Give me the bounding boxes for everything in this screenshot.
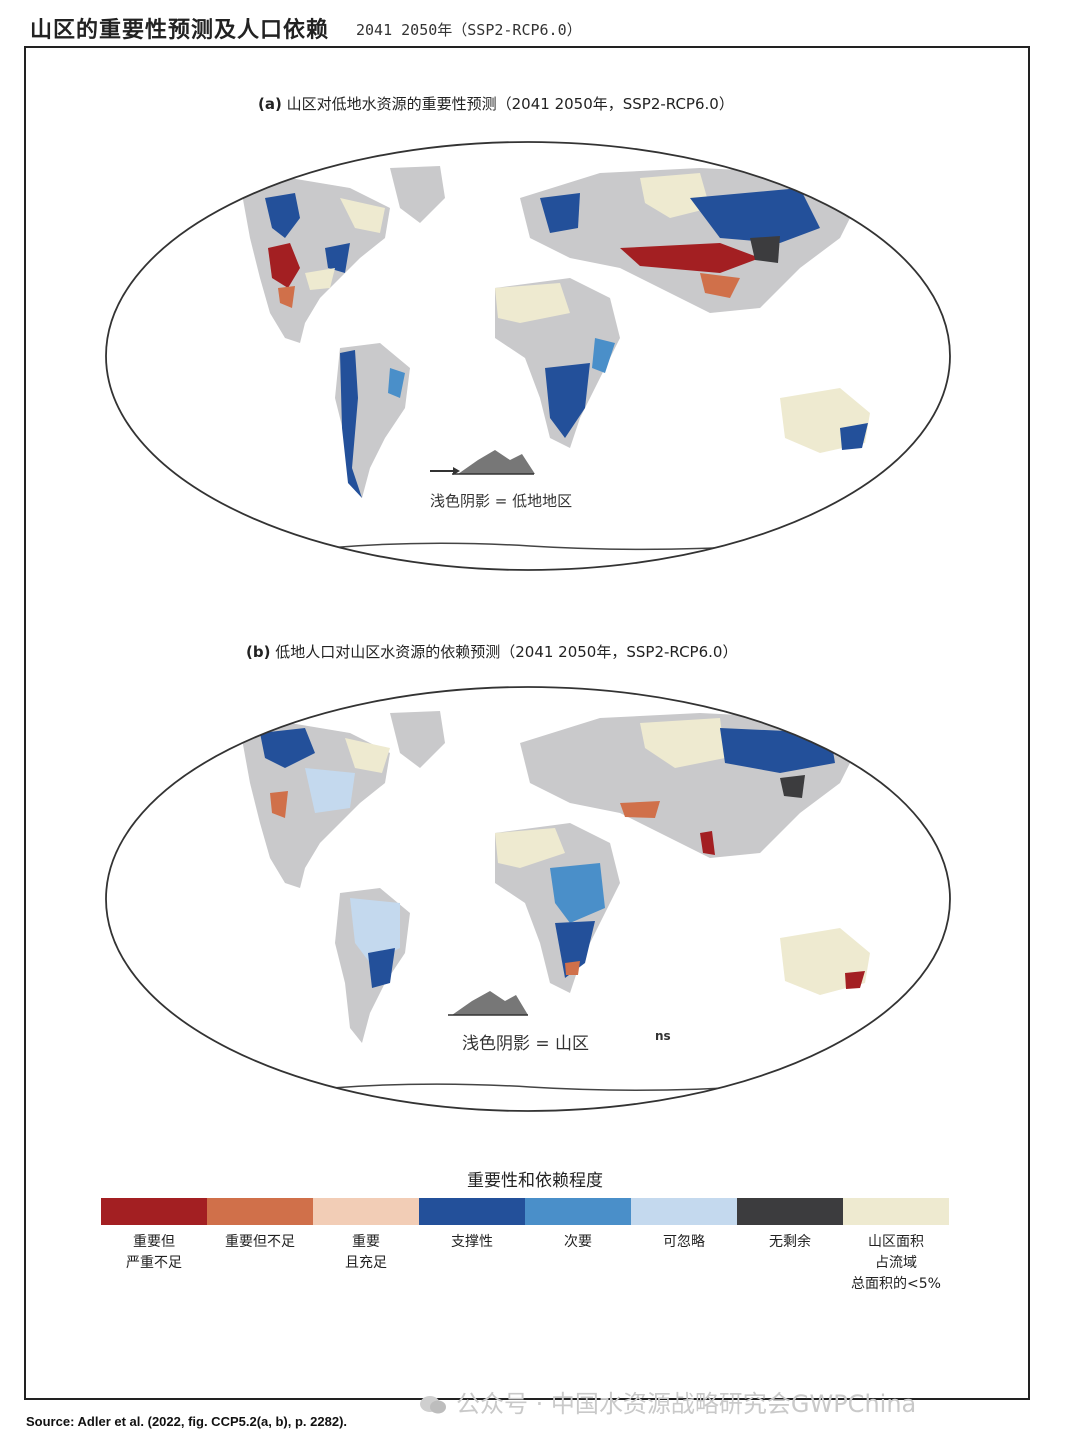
map-a-inset-note: 浅色阴影 = 低地地区 xyxy=(430,492,573,510)
map-b-stray-text: ns xyxy=(655,1029,671,1043)
legend-label-line: 次要 xyxy=(564,1234,592,1250)
legend-label-line: 山区面积 xyxy=(868,1234,924,1250)
legend-label: 可忽略 xyxy=(631,1232,737,1253)
legend-swatch xyxy=(419,1198,525,1225)
legend-label: 山区面积占流域总面积的<5% xyxy=(843,1232,949,1295)
legend-label-line: 无剩余 xyxy=(769,1234,811,1250)
legend-label: 重要但 严重不足 xyxy=(101,1232,207,1274)
legend-label-line: 重要 xyxy=(352,1234,380,1250)
legend-swatch xyxy=(631,1198,737,1225)
legend-label: 支撑性 xyxy=(419,1232,525,1253)
legend-swatch xyxy=(843,1198,949,1225)
legend-label: 重要但不足 xyxy=(207,1232,313,1253)
figure-frame xyxy=(24,46,1030,1400)
legend-label-line: 占流域 xyxy=(875,1255,917,1271)
legend-label-line: 且充足 xyxy=(345,1255,387,1271)
map-a-title: (a) 山区对低地水资源的重要性预测（2041 2050年，SSP2-RCP6.… xyxy=(258,95,734,113)
legend-swatch xyxy=(101,1198,207,1225)
greenland xyxy=(390,166,445,223)
legend-label-line: 严重不足 xyxy=(126,1255,182,1271)
world-map-a xyxy=(105,141,951,571)
legend-label: 重要 且充足 xyxy=(313,1232,419,1274)
world-map-b xyxy=(105,686,951,1112)
legend-swatch xyxy=(207,1198,313,1225)
page-subtitle: 2041 2050年（SSP2-RCP6.0） xyxy=(356,21,582,39)
legend-swatch xyxy=(313,1198,419,1225)
legend-swatch xyxy=(737,1198,843,1225)
map-b-title: (b) 低地人口对山区水资源的依赖预测（2041 2050年，SSP2-RCP6… xyxy=(246,643,738,661)
north-america xyxy=(240,178,390,343)
mountain-icon xyxy=(452,450,535,475)
legend-title: 重要性和依赖程度 xyxy=(467,1171,603,1191)
legend-swatch xyxy=(525,1198,631,1225)
legend-label-line: 支撑性 xyxy=(451,1234,493,1250)
wechat-icon xyxy=(420,1396,446,1414)
legend-label-line: 可忽略 xyxy=(663,1234,705,1250)
legend-color-bar xyxy=(101,1198,949,1225)
page-title: 山区的重要性预测及人口依赖 xyxy=(30,18,330,43)
map-b-inset-note: 浅色阴影 = 山区 xyxy=(462,1034,590,1054)
legend-label: 次要 xyxy=(525,1232,631,1253)
legend-label: 无剩余 xyxy=(737,1232,843,1253)
source-citation: Source: Adler et al. (2022, fig. CCP5.2(… xyxy=(26,1414,348,1429)
legend-label-line: 总面积的<5% xyxy=(851,1276,941,1292)
mountain-icon xyxy=(448,991,528,1016)
legend-label-line: 重要但 xyxy=(133,1234,175,1250)
watermark: 公众号 · 中国水资源战略研究会GWPChina xyxy=(418,1384,916,1419)
legend-label-line: 重要但不足 xyxy=(225,1234,295,1250)
lowland-arrow-icon xyxy=(430,467,460,475)
